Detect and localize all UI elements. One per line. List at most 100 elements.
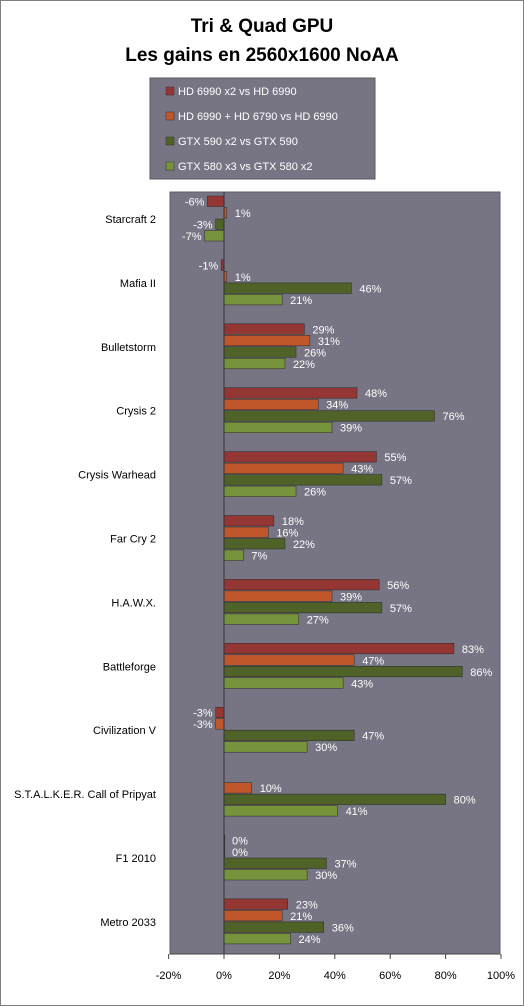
bar [223,933,291,945]
bar [223,579,380,591]
data-label: 76% [443,411,465,423]
bar [223,410,435,422]
category-label: Civilization V [93,725,157,737]
data-label: 21% [290,911,312,923]
bar [223,526,269,538]
data-label: 47% [362,731,384,743]
legend-swatch-3 [165,136,175,146]
bar [223,398,319,410]
data-label: 47% [362,655,384,667]
category-label: S.T.A.L.K.E.R. Call of Pripyat [14,789,156,801]
data-label: 80% [454,795,476,807]
bar [223,741,308,753]
data-label: 29% [312,324,334,336]
bar [223,462,344,474]
data-label: 18% [282,516,304,528]
data-label: -1% [199,260,219,272]
category-label: Starcraft 2 [105,214,156,226]
data-label: 46% [359,283,381,295]
x-tick-label: 40% [324,970,346,982]
data-label: 56% [387,580,409,592]
legend [149,77,376,180]
category-label: Far Cry 2 [110,534,156,546]
chart-title-line-1: Tri & Quad GPU [190,16,334,37]
bar [223,782,252,794]
bar [223,515,275,527]
data-label: 36% [332,922,354,934]
bar [223,921,324,933]
bar [223,282,352,294]
data-label: 86% [470,667,492,679]
x-tick-label: 80% [435,970,457,982]
data-label: 48% [365,388,387,400]
data-label: 34% [326,400,348,412]
category-label: F1 2010 [116,853,156,865]
x-tick-label: 100% [487,970,515,982]
category-label: Metro 2033 [100,917,156,929]
legend-swatch-1 [165,86,175,96]
bar [223,869,308,881]
bar [223,677,344,689]
bar [223,654,355,666]
x-tick-label: 60% [379,970,401,982]
bar [223,898,288,910]
data-label: 43% [351,464,373,476]
x-tick-label: -20% [156,970,182,982]
category-label: Bulletstorm [101,342,156,354]
data-label: -6% [185,197,205,209]
category-label: Crysis Warhead [78,470,156,482]
bar [215,218,225,230]
data-label: 27% [307,614,329,626]
data-label: 39% [340,423,362,435]
category-label: Mafia II [120,278,156,290]
data-label: 21% [290,295,312,307]
data-label: -3% [193,708,213,720]
legend-swatch-2 [165,111,175,121]
legend-label-2: HD 6990 + HD 6790 vs HD 6990 [178,111,338,123]
bar [223,643,455,655]
bar [215,718,225,730]
data-label: 1% [235,272,251,284]
bar [223,602,383,614]
x-tick-label: 20% [268,970,290,982]
category-label: H.A.W.X. [111,597,156,609]
data-label: 31% [318,336,340,348]
data-label: 43% [351,678,373,690]
data-label: 10% [260,783,282,795]
bar [223,485,297,497]
data-label: 7% [251,551,267,563]
bar [223,474,383,486]
data-label: 83% [462,644,484,656]
bar [223,294,283,306]
data-label: 24% [298,934,320,946]
data-label: 0% [232,847,248,859]
data-label: 57% [390,475,412,487]
legend-label-1: HD 6990 x2 vs HD 6990 [178,86,297,98]
data-label: 39% [340,591,362,603]
data-label: 0% [232,836,248,848]
data-label: 41% [346,806,368,818]
bar [223,323,305,335]
bar [207,195,225,207]
bar [223,793,446,805]
data-label: 26% [304,347,326,359]
legend-swatch-4 [165,161,175,171]
data-label: 57% [390,603,412,615]
data-label: 16% [276,528,298,540]
data-label: 1% [235,208,251,220]
bar [223,805,338,817]
data-label: -3% [193,719,213,731]
data-label: 26% [304,487,326,499]
bar [223,590,333,602]
bar [223,729,355,741]
bar [223,387,358,399]
bar [223,346,297,358]
bar [223,666,463,678]
data-label: 23% [296,899,318,911]
bar [223,857,327,869]
bar [223,538,286,550]
data-label: 30% [315,870,337,882]
data-label: 22% [293,359,315,371]
bar [215,706,225,718]
data-label: 37% [334,859,356,871]
